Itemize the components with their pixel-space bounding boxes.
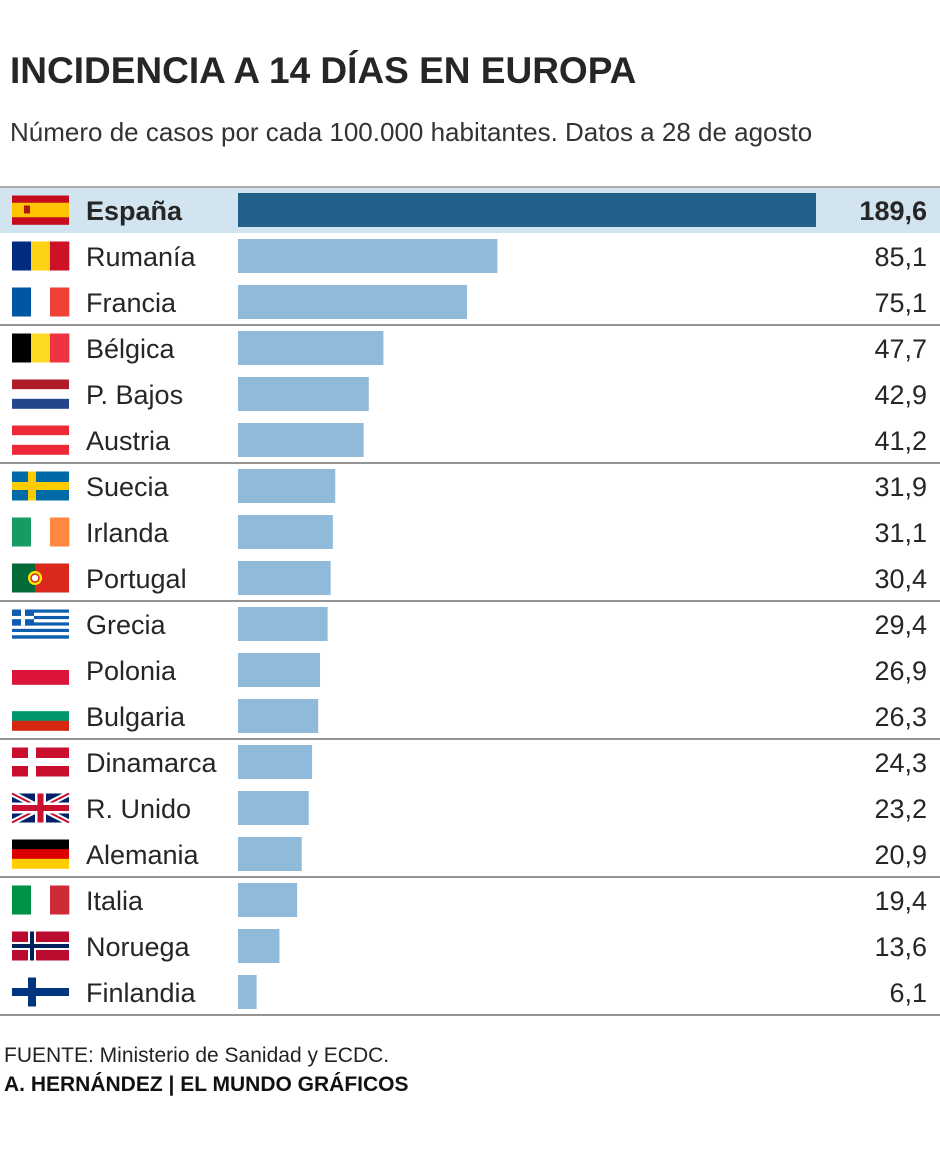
value-label: 24,3 [874, 748, 927, 778]
bar [238, 791, 309, 825]
flag-france-icon [12, 287, 70, 317]
category-label: Francia [86, 288, 177, 318]
category-label: Bélgica [86, 334, 176, 364]
value-label: 26,3 [874, 702, 927, 732]
flag-germany-icon [12, 839, 69, 869]
bar [238, 423, 364, 457]
chart-row: Austria 41,2 [0, 423, 940, 464]
category-label: Noruega [86, 932, 191, 962]
category-label: Austria [86, 426, 171, 456]
flag-greece-icon [12, 609, 69, 639]
bar [238, 929, 280, 963]
category-label: Suecia [86, 472, 170, 502]
chart-row: Bélgica 47,7 [12, 331, 927, 365]
chart-row: Irlanda 31,1 [12, 515, 927, 549]
value-label: 29,4 [874, 610, 927, 640]
category-label: Alemania [86, 840, 200, 870]
value-label: 75,1 [874, 288, 927, 318]
chart-row: Rumanía 85,1 [12, 239, 927, 273]
credit-line: A. HERNÁNDEZ | EL MUNDO GRÁFICOS [4, 1073, 409, 1096]
bar [238, 469, 336, 503]
bar [238, 561, 331, 595]
value-label: 189,6 [859, 196, 927, 226]
value-label: 85,1 [874, 242, 927, 272]
chart-row: Noruega 13,6 [12, 929, 927, 963]
value-label: 20,9 [874, 840, 927, 870]
chart-row: Suecia 31,9 [12, 469, 927, 503]
bar [238, 193, 816, 227]
bar [238, 653, 321, 687]
chart-row: Finlandia 6,1 [0, 975, 940, 1016]
flag-poland-icon [12, 655, 69, 685]
flag-finland-icon [12, 977, 69, 1007]
bar [238, 239, 498, 273]
value-label: 41,2 [874, 426, 927, 456]
category-label: P. Bajos [86, 380, 183, 410]
flag-austria-icon [12, 425, 69, 455]
chart-row: Francia 75,1 [0, 285, 940, 326]
value-label: 26,9 [874, 656, 927, 686]
value-label: 47,7 [874, 334, 927, 364]
category-label: Dinamarca [86, 748, 218, 778]
bar [238, 883, 298, 917]
value-label: 23,2 [874, 794, 927, 824]
bar [238, 745, 313, 779]
flag-norway-icon [12, 931, 69, 961]
flag-ireland-icon [12, 517, 70, 547]
bar [238, 331, 384, 365]
value-label: 30,4 [874, 564, 927, 594]
bar [238, 975, 257, 1009]
category-label: Polonia [86, 656, 177, 686]
value-label: 31,1 [874, 518, 927, 548]
category-label: Italia [86, 886, 144, 916]
chart-row: Dinamarca 24,3 [12, 745, 927, 779]
bar [238, 837, 302, 871]
value-label: 19,4 [874, 886, 927, 916]
value-label: 13,6 [874, 932, 927, 962]
chart-row: Portugal 30,4 [0, 561, 940, 602]
flag-spain-icon [12, 195, 69, 225]
category-label: Finlandia [86, 978, 197, 1008]
category-label: Portugal [86, 564, 187, 594]
flag-italy-icon [12, 885, 70, 915]
bar [238, 377, 369, 411]
chart-row: P. Bajos 42,9 [12, 377, 927, 411]
flag-belgium-icon [12, 333, 70, 363]
category-label: Grecia [86, 610, 167, 640]
flag-bulgaria-icon [12, 701, 69, 731]
value-label: 6,1 [889, 978, 927, 1008]
chart-row: Grecia 29,4 [12, 607, 927, 641]
chart-subtitle: Número de casos por cada 100.000 habitan… [10, 117, 813, 147]
category-label: R. Unido [86, 794, 191, 824]
flag-uk-icon [10, 790, 71, 826]
chart-row: Polonia 26,9 [12, 653, 927, 687]
value-label: 31,9 [874, 472, 927, 502]
chart-row: España 189,6 [0, 188, 940, 233]
flag-sweden-icon [12, 471, 69, 501]
category-label: España [86, 196, 183, 226]
source-note: FUENTE: Ministerio de Sanidad y ECDC. [4, 1044, 390, 1067]
chart-row: Alemania 20,9 [0, 837, 940, 878]
category-label: Rumanía [86, 242, 197, 272]
flag-romania-icon [12, 241, 70, 271]
value-label: 42,9 [874, 380, 927, 410]
chart-row: Italia 19,4 [12, 883, 927, 917]
flag-portugal-icon [12, 563, 69, 593]
category-label: Bulgaria [86, 702, 186, 732]
bar [238, 607, 328, 641]
category-label: Irlanda [86, 518, 170, 548]
flag-netherlands-icon [12, 379, 69, 409]
chart-title: INCIDENCIA A 14 DÍAS EN EUROPA [10, 50, 637, 91]
bar [238, 515, 333, 549]
bar [238, 285, 467, 319]
chart-row: R. Unido 23,2 [10, 790, 927, 826]
chart-row: Bulgaria 26,3 [0, 699, 940, 740]
bar [238, 699, 319, 733]
flag-denmark-icon [12, 747, 69, 777]
